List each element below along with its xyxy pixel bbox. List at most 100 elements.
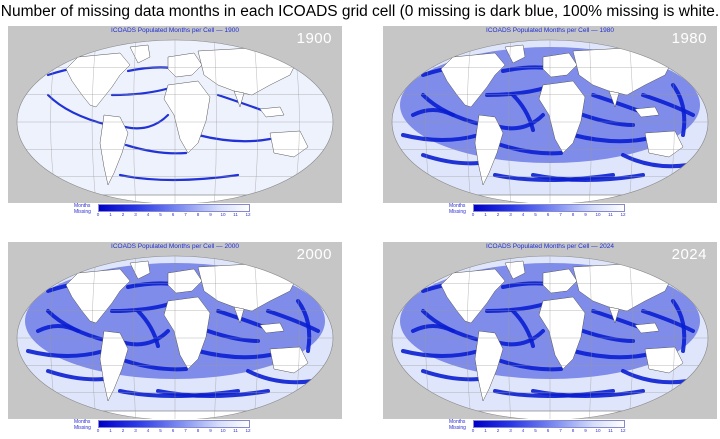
- legend-tick-label: 1: [484, 212, 487, 217]
- legend-colorbar: [473, 204, 625, 212]
- legend-tick-label: 9: [209, 212, 212, 217]
- legend-colorbar: [473, 420, 625, 428]
- year-label: 1980: [671, 30, 707, 47]
- shipping-lane: [421, 153, 481, 166]
- shipping-lane: [499, 359, 563, 372]
- map-title: ICOADS Populated Months per Cell — 1900: [111, 27, 239, 34]
- legend-tick-label: 10: [595, 428, 601, 433]
- landmass: [163, 296, 211, 370]
- legend: Months Missing 0 1 2 3 4 5 6 7 8 9 10 11 12: [383, 419, 717, 435]
- legend-tick-label: 0: [471, 428, 475, 433]
- legend-tick-label: 1: [109, 212, 112, 217]
- shipping-lane: [621, 153, 690, 169]
- shipping-lane: [511, 309, 535, 348]
- legend-tick-label: 4: [146, 212, 150, 217]
- landmass: [634, 106, 660, 118]
- shipping-lane: [621, 369, 690, 385]
- legend-tick-label: 4: [146, 428, 150, 433]
- shipping-lane: [46, 93, 110, 127]
- shipping-lane: [401, 133, 481, 142]
- legend-tick-label: 5: [534, 212, 537, 217]
- shipping-lane: [156, 389, 270, 398]
- legend-tick-label: 12: [620, 212, 626, 217]
- legend-tick-label: 11: [233, 428, 238, 433]
- legend-tick-label: 8: [196, 428, 200, 433]
- legend-tick-label: 1: [484, 428, 487, 433]
- legend-tick-label: 6: [171, 212, 175, 217]
- shipping-lane: [499, 143, 563, 156]
- landmass: [163, 80, 211, 154]
- shipping-lane: [671, 299, 687, 353]
- world-map: [391, 255, 709, 421]
- legend-tick-label: 8: [196, 212, 200, 217]
- legend-label: Months: [449, 203, 466, 209]
- shipping-lane: [124, 143, 188, 155]
- map-panel-2024: ICOADS Populated Months per Cell — 2024 …: [383, 242, 717, 435]
- legend: Months Missing 0 1 2 3 4 5 6 7 8 9 10 11 12: [8, 203, 342, 219]
- shipping-lane: [206, 329, 260, 343]
- map-panel-1900: ICOADS Populated Months per Cell — 1900 …: [8, 26, 342, 219]
- legend-tick-label: 12: [245, 428, 251, 433]
- landmass: [233, 306, 245, 324]
- legend-tick-label: 9: [584, 212, 587, 217]
- legend-tick-label: 4: [521, 428, 525, 433]
- landmass: [269, 130, 309, 158]
- legend-tick-label: 2: [121, 212, 125, 217]
- legend-ticks: 0 1 2 3 4 5 6 7 8 9 10 11 12: [96, 428, 251, 434]
- landmass: [233, 90, 245, 108]
- shipping-lane: [296, 299, 312, 353]
- legend-tick-label: 1: [109, 428, 112, 433]
- legend-tick-label: 0: [471, 212, 475, 217]
- landmass: [542, 52, 578, 78]
- legend-tick-label: 5: [534, 428, 537, 433]
- year-label: 1900: [296, 30, 332, 47]
- landmass: [542, 268, 578, 294]
- shipping-lane: [118, 173, 240, 182]
- legend-tick-label: 7: [184, 428, 187, 433]
- legend-colorbar: [98, 204, 250, 212]
- legend-colorbar: [98, 420, 250, 428]
- shipping-lane: [511, 93, 535, 132]
- legend-tick-label: 12: [245, 212, 251, 217]
- landmass: [538, 296, 586, 370]
- legend-tick-label: 0: [96, 212, 100, 217]
- legend-label: Missing: [74, 209, 91, 215]
- legend-tick-label: 11: [608, 428, 613, 433]
- landmass: [440, 52, 506, 108]
- year-label: 2000: [296, 246, 332, 263]
- legend-tick-label: 2: [496, 428, 500, 433]
- legend: Months Missing 0 1 2 3 4 5 6 7 8 9 10 11 12: [8, 419, 342, 435]
- legend-tick-label: 6: [546, 212, 550, 217]
- legend-tick-label: 5: [159, 212, 162, 217]
- figure-title: Number of missing data months in each IC…: [0, 3, 720, 20]
- legend-tick-label: 2: [496, 212, 500, 217]
- legend-tick-label: 7: [184, 212, 187, 217]
- landmass: [608, 90, 620, 108]
- legend-label: Months: [449, 419, 466, 425]
- landmass: [608, 306, 620, 324]
- shipping-lane: [671, 83, 687, 137]
- legend-tick-label: 10: [220, 428, 226, 433]
- shipping-lane: [411, 324, 455, 333]
- legend-ticks: 0 1 2 3 4 5 6 7 8 9 10 11 12: [471, 212, 626, 218]
- legend-label: Months: [74, 419, 91, 425]
- shipping-lane: [581, 113, 635, 127]
- landmass: [269, 346, 309, 374]
- legend-tick-label: 10: [595, 212, 601, 217]
- shipping-lane: [26, 349, 106, 358]
- legend-ticks: 0 1 2 3 4 5 6 7 8 9 10 11 12: [96, 212, 251, 218]
- world-map: [391, 39, 709, 205]
- shipping-lane: [531, 173, 645, 182]
- legend-tick-label: 9: [209, 428, 212, 433]
- shipping-lane: [641, 309, 695, 333]
- landmass: [167, 52, 203, 78]
- landmass: [259, 322, 285, 334]
- landmass: [474, 114, 504, 186]
- map-title: ICOADS Populated Months per Cell — 1980: [486, 27, 614, 34]
- legend-tick-label: 10: [220, 212, 226, 217]
- world-map: [16, 255, 334, 421]
- legend-tick-label: 11: [608, 212, 613, 217]
- shipping-lane: [581, 329, 635, 343]
- landmass: [167, 268, 203, 294]
- legend-tick-label: 0: [96, 428, 100, 433]
